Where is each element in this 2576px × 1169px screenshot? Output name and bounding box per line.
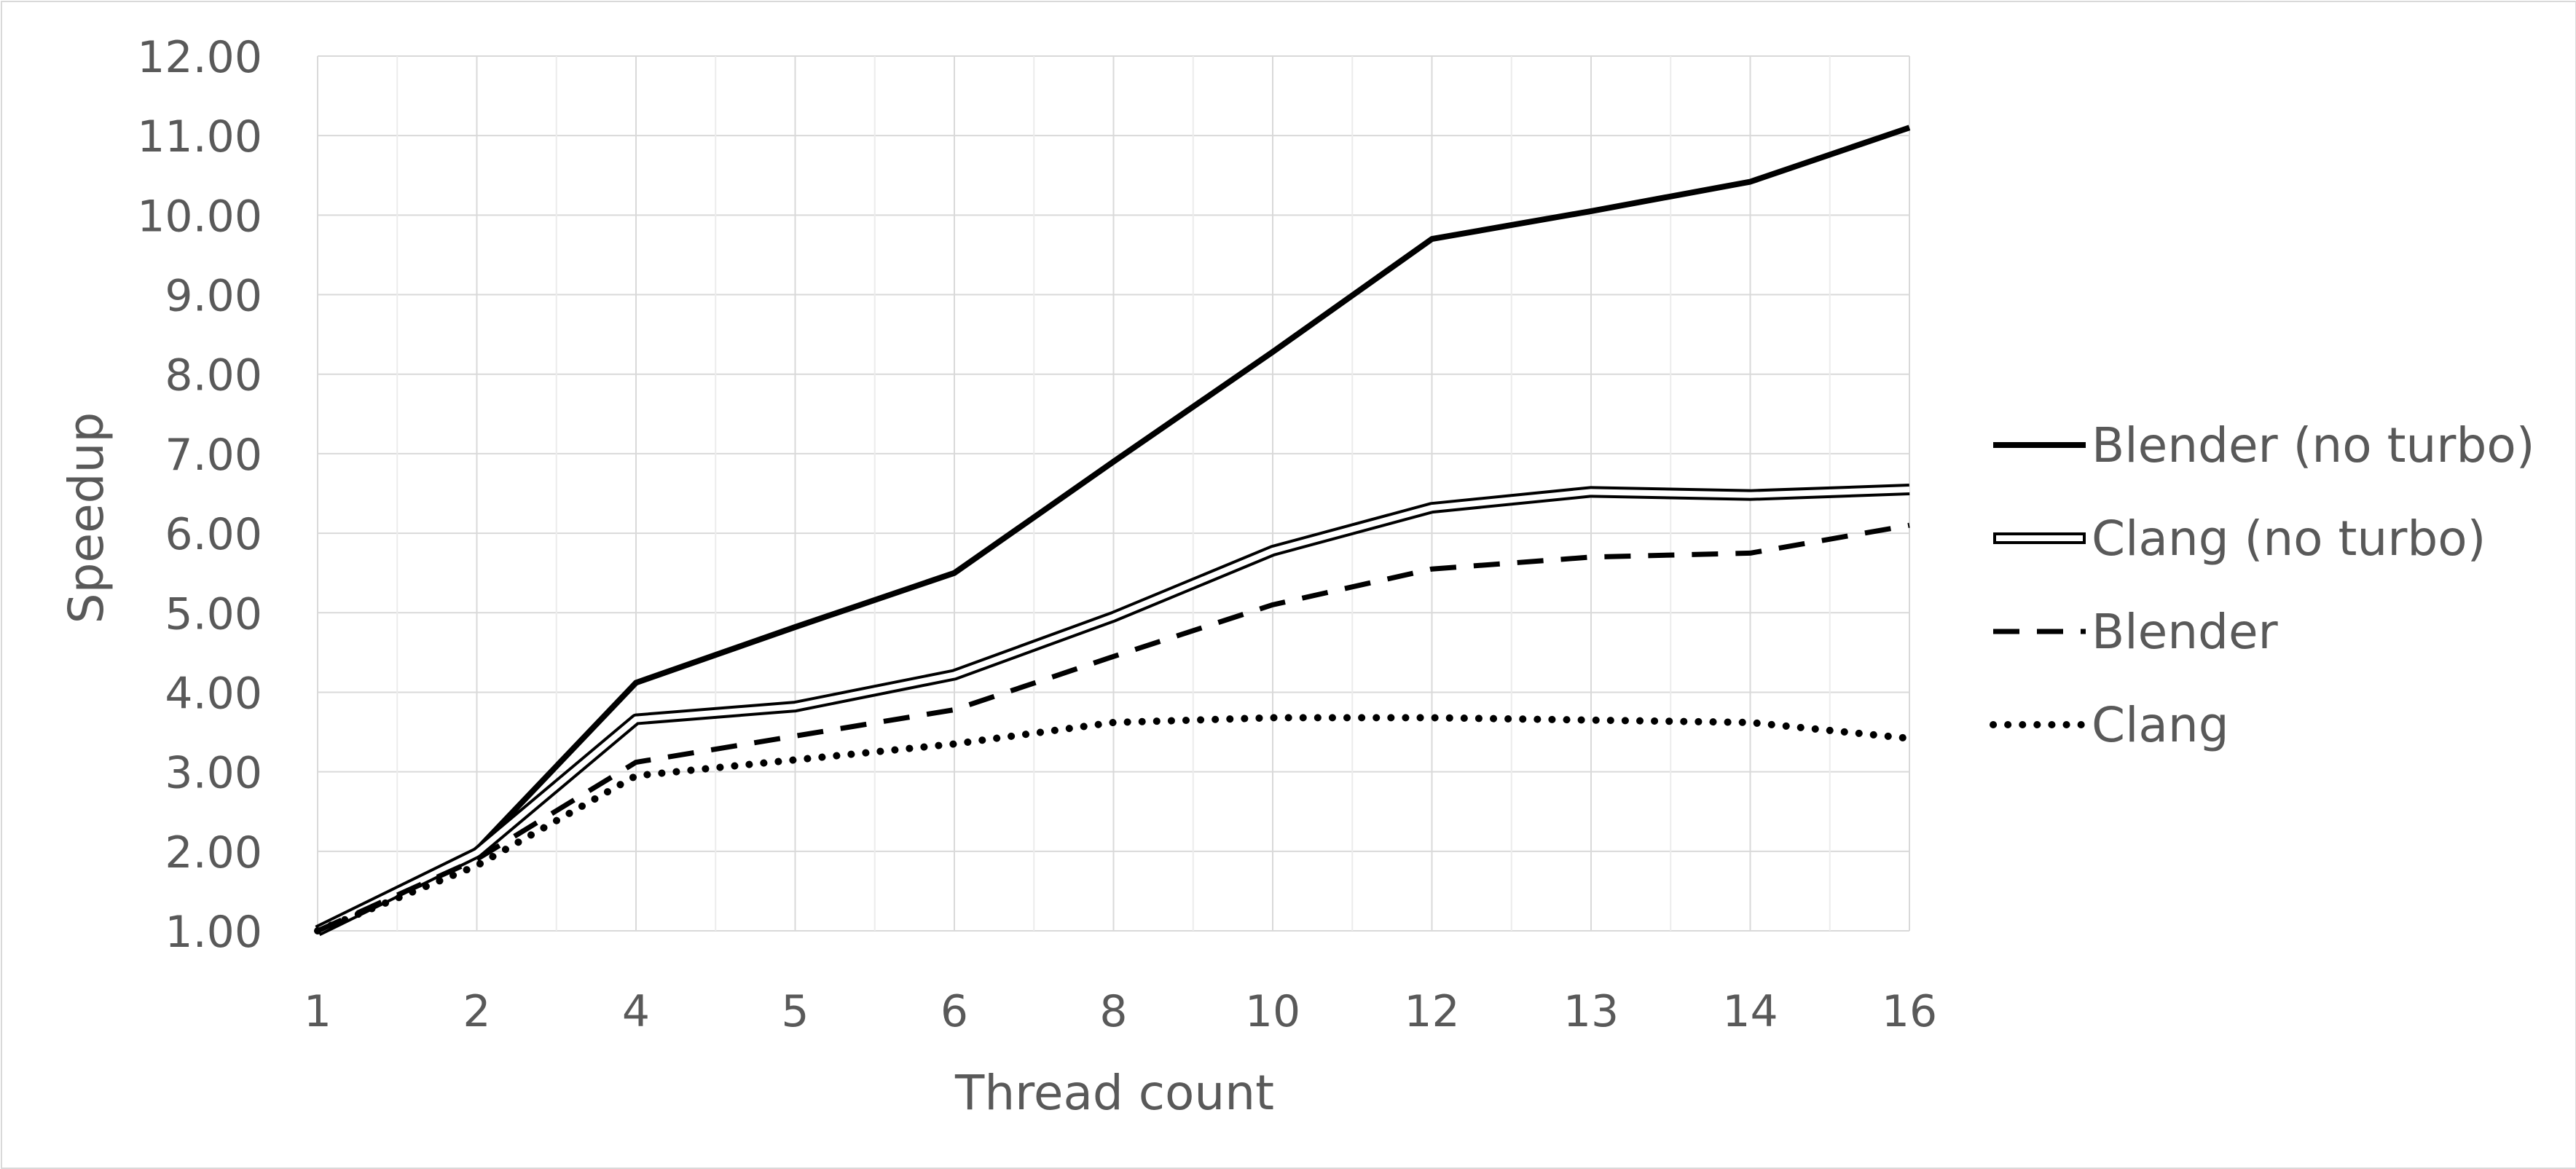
legend-label: Blender (no turbo) <box>2092 417 2534 473</box>
legend-label: Clang (no turbo) <box>2092 511 2486 567</box>
legend-item: Clang (no turbo) <box>1993 511 2486 567</box>
legend-item: Blender (no turbo) <box>1993 417 2534 473</box>
x-tick-label: 13 <box>1563 986 1619 1037</box>
x-tick-label: 6 <box>941 986 968 1037</box>
legend: Blender (no turbo) Clang (no turbo) Blende… <box>1993 417 2534 753</box>
x-tick-label: 16 <box>1882 986 1937 1037</box>
y-tick-label: 6.00 <box>165 509 262 560</box>
y-tick-label: 2.00 <box>165 827 262 878</box>
y-axis-title: Speedup <box>58 412 114 624</box>
y-tick-label: 4.00 <box>165 668 262 719</box>
x-tick-label: 2 <box>463 986 490 1037</box>
legend-label: Blender <box>2092 604 2279 660</box>
y-tick-label: 12.00 <box>137 32 262 83</box>
x-tick-label: 12 <box>1404 986 1459 1037</box>
legend-item: Clang <box>1993 697 2229 753</box>
y-tick-label: 9.00 <box>165 271 262 322</box>
x-axis-title: Thread count <box>954 1065 1274 1121</box>
y-tick-label: 5.00 <box>165 589 262 639</box>
y-tick-label: 8.00 <box>165 350 262 401</box>
y-tick-label: 11.00 <box>137 111 262 162</box>
y-tick-label: 3.00 <box>165 748 262 799</box>
x-tick-label: 5 <box>781 986 809 1037</box>
y-axis-tick-labels: 1.00 2.00 3.00 4.00 5.00 6.00 7.00 8.00 9.00 10.0… <box>137 32 262 958</box>
legend-item: Blender <box>1993 604 2279 660</box>
x-tick-label: 4 <box>622 986 650 1037</box>
y-tick-label: 10.00 <box>137 191 262 242</box>
legend-label: Clang <box>2092 697 2229 753</box>
y-tick-label: 7.00 <box>165 430 262 481</box>
x-tick-label: 1 <box>304 986 331 1037</box>
x-tick-label: 10 <box>1245 986 1300 1037</box>
x-tick-label: 8 <box>1099 986 1127 1037</box>
x-tick-label: 14 <box>1722 986 1778 1037</box>
y-tick-label: 1.00 <box>165 907 262 958</box>
